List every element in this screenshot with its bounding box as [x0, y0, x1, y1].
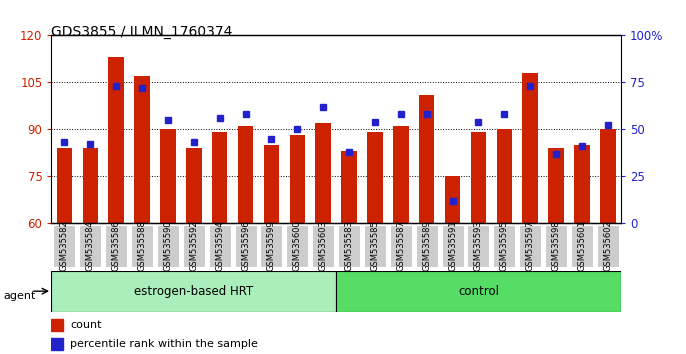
Text: GDS3855 / ILMN_1760374: GDS3855 / ILMN_1760374 [51, 25, 233, 39]
Text: GSM535589: GSM535589 [422, 221, 431, 272]
Bar [209, 225, 230, 267]
Text: GSM535592: GSM535592 [189, 221, 198, 272]
Bar [54, 225, 75, 267]
Text: GSM535595: GSM535595 [500, 221, 509, 272]
Bar [80, 225, 102, 267]
Bar [467, 225, 490, 267]
Text: GSM535593: GSM535593 [474, 221, 483, 272]
Text: GSM535588: GSM535588 [137, 221, 147, 272]
Bar [57, 148, 72, 223]
Bar [364, 225, 386, 267]
Bar [235, 225, 257, 267]
Text: GSM535598: GSM535598 [552, 221, 560, 272]
Text: GSM535586: GSM535586 [112, 221, 121, 272]
Bar [108, 57, 124, 223]
Text: control: control [458, 285, 499, 298]
Bar [182, 225, 205, 267]
Bar [519, 225, 541, 267]
Bar [393, 126, 409, 223]
Bar [336, 271, 621, 312]
Bar [261, 225, 283, 267]
Bar [212, 132, 228, 223]
Bar [545, 225, 567, 267]
Bar [51, 338, 63, 350]
Text: GSM535600: GSM535600 [293, 221, 302, 272]
Bar [471, 132, 486, 223]
Text: agent: agent [3, 291, 36, 301]
Bar [416, 225, 438, 267]
Bar [82, 148, 98, 223]
Bar [600, 129, 615, 223]
Bar [105, 225, 127, 267]
Text: GSM535584: GSM535584 [86, 221, 95, 272]
Text: count: count [70, 320, 102, 330]
Text: GSM535601: GSM535601 [578, 221, 587, 272]
Text: percentile rank within the sample: percentile rank within the sample [70, 339, 258, 349]
Text: GSM535583: GSM535583 [344, 221, 353, 272]
Text: GSM535585: GSM535585 [370, 221, 379, 272]
Bar [497, 129, 512, 223]
Text: GSM535597: GSM535597 [525, 221, 535, 272]
Bar [338, 225, 360, 267]
Bar [493, 225, 515, 267]
Bar [523, 73, 538, 223]
Bar [286, 225, 308, 267]
Bar [597, 225, 619, 267]
Text: GSM535594: GSM535594 [215, 221, 224, 272]
Bar [238, 126, 253, 223]
Text: estrogen-based HRT: estrogen-based HRT [134, 285, 253, 298]
Bar [442, 225, 464, 267]
Bar [289, 136, 305, 223]
Text: GSM535587: GSM535587 [397, 221, 405, 272]
Bar [134, 76, 150, 223]
Text: GSM535596: GSM535596 [241, 221, 250, 272]
Bar [548, 148, 564, 223]
Bar [131, 225, 153, 267]
Bar [51, 271, 336, 312]
Bar [186, 148, 202, 223]
Bar [263, 145, 279, 223]
Text: GSM535602: GSM535602 [604, 221, 613, 272]
Bar [160, 129, 176, 223]
Bar [51, 319, 63, 331]
Bar [342, 151, 357, 223]
Bar [367, 132, 383, 223]
Text: GSM535603: GSM535603 [319, 221, 328, 272]
Bar [574, 145, 590, 223]
Bar [157, 225, 179, 267]
Text: GSM535591: GSM535591 [448, 221, 457, 272]
Bar [316, 123, 331, 223]
Text: GSM535582: GSM535582 [60, 221, 69, 272]
Bar [571, 225, 593, 267]
Bar [445, 176, 460, 223]
Bar [419, 95, 434, 223]
Text: GSM535599: GSM535599 [267, 221, 276, 272]
Bar [390, 225, 412, 267]
Bar [312, 225, 334, 267]
Text: GSM535590: GSM535590 [163, 221, 172, 272]
